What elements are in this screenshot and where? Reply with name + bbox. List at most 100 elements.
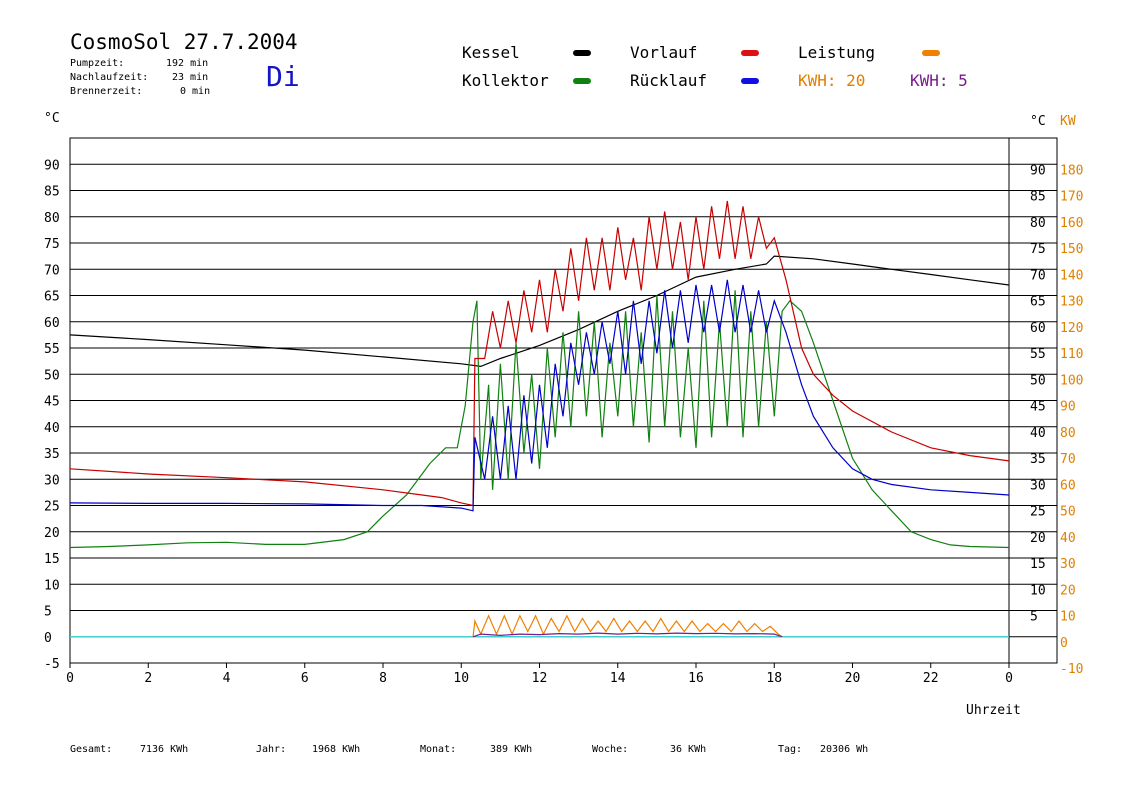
y-tick-right: 80	[1030, 216, 1046, 231]
y-tick-kw: 60	[1060, 478, 1076, 493]
series-r-cklauf	[69, 279, 1010, 512]
x-tick-label: 14	[610, 671, 626, 686]
footer-tag-value: 20306 Wh	[820, 744, 869, 755]
y-tick-left: -5	[44, 657, 60, 672]
y-tick-kw: 170	[1060, 190, 1083, 205]
y-tick-left: 5	[44, 605, 52, 620]
y-tick-kw: 50	[1060, 505, 1076, 520]
x-tick-label: 22	[923, 671, 939, 686]
nachlaufzeit-label: Nachlaufzeit:	[70, 72, 149, 83]
x-tick-label: 2	[144, 671, 152, 686]
x-tick-label: 6	[301, 671, 309, 686]
y-tick-left: 35	[44, 447, 60, 462]
legend-ruecklauf: Rücklauf	[630, 71, 708, 90]
y-unit-kw: KW	[1060, 114, 1076, 129]
y-tick-left: 15	[44, 552, 60, 567]
y-tick-kw: 90	[1060, 400, 1076, 415]
legend-kessel: Kessel	[462, 43, 520, 62]
y-tick-right: 60	[1030, 321, 1046, 336]
x-tick-label: 4	[223, 671, 231, 686]
x-tick-label: 20	[845, 671, 861, 686]
series-kwh-5	[472, 632, 783, 638]
y-tick-right: 75	[1030, 242, 1046, 257]
y-tick-left: 70	[44, 263, 60, 278]
y-tick-right: 70	[1030, 268, 1046, 283]
y-tick-left: 20	[44, 526, 60, 541]
weekday-label: Di	[266, 60, 300, 93]
footer-gesamt-label: Gesamt:	[70, 744, 113, 755]
y-tick-left: 55	[44, 342, 60, 357]
legend-ruecklauf-swatch	[741, 78, 759, 84]
y-tick-right: 10	[1030, 583, 1046, 598]
footer-woche-label: Woche:	[592, 744, 629, 755]
legend-kwh-5: KWH: 5	[910, 71, 968, 90]
series-leistung	[472, 614, 783, 638]
y-tick-kw: 180	[1060, 163, 1083, 178]
y-tick-kw: -10	[1060, 662, 1083, 677]
y-tick-kw: 80	[1060, 426, 1076, 441]
y-tick-left: 50	[44, 368, 60, 383]
y-tick-kw: 20	[1060, 583, 1076, 598]
y-tick-kw: 160	[1060, 216, 1083, 231]
y-tick-right: 90	[1030, 163, 1046, 178]
brennerzeit-label: Brennerzeit:	[70, 86, 143, 97]
y-tick-kw: 0	[1060, 636, 1068, 651]
footer-tag-label: Tag:	[778, 744, 803, 755]
y-tick-right: 15	[1030, 557, 1046, 572]
legend-leistung-swatch	[922, 50, 940, 56]
y-tick-kw: 10	[1060, 610, 1076, 625]
y-unit-left: °C	[44, 111, 60, 126]
y-tick-kw: 30	[1060, 557, 1076, 572]
legend-vorlauf: Vorlauf	[630, 43, 698, 62]
footer-gesamt-value: 7136 KWh	[140, 744, 189, 755]
y-tick-left: 60	[44, 316, 60, 331]
legend-leistung: Leistung	[798, 43, 876, 62]
chart-title: CosmoSol 27.7.2004	[70, 30, 298, 54]
y-tick-right: 40	[1030, 426, 1046, 441]
y-tick-right: 35	[1030, 452, 1046, 467]
y-tick-kw: 70	[1060, 452, 1076, 467]
x-tick-label: 0	[66, 671, 74, 686]
y-tick-left: 10	[44, 578, 60, 593]
legend-kollektor: Kollektor	[462, 71, 549, 90]
y-tick-right: 45	[1030, 400, 1046, 415]
y-tick-kw: 40	[1060, 531, 1076, 546]
footer-jahr-value: 1968 KWh	[312, 744, 361, 755]
x-tick-label: 12	[532, 671, 548, 686]
legend-kollektor-swatch	[573, 78, 591, 84]
y-tick-left: 65	[44, 290, 60, 305]
y-unit-right: °C	[1030, 114, 1046, 129]
y-tick-left: 80	[44, 211, 60, 226]
x-axis-label: Uhrzeit	[966, 703, 1021, 718]
y-tick-kw: 100	[1060, 373, 1083, 388]
y-tick-kw: 110	[1060, 347, 1083, 362]
x-tick-label: 18	[766, 671, 782, 686]
x-tick-label: 0	[1005, 671, 1013, 686]
y-tick-left: 75	[44, 237, 60, 252]
footer-monat-value: 389 KWh	[490, 744, 533, 755]
y-tick-right: 55	[1030, 347, 1046, 362]
y-tick-right: 25	[1030, 505, 1046, 520]
x-tick-label: 16	[688, 671, 704, 686]
series-kessel	[69, 255, 1010, 368]
footer-jahr-label: Jahr:	[256, 744, 287, 755]
y-tick-right: 5	[1030, 610, 1038, 625]
y-tick-left: 90	[44, 158, 60, 173]
brennerzeit-value: 0 min	[180, 86, 211, 97]
y-tick-left: 45	[44, 395, 60, 410]
legend-vorlauf-swatch	[741, 50, 759, 56]
footer-monat-label: Monat:	[420, 744, 457, 755]
y-tick-left: 85	[44, 185, 60, 200]
y-tick-kw: 120	[1060, 321, 1083, 336]
y-tick-right: 20	[1030, 531, 1046, 546]
footer-woche-value: 36 KWh	[670, 744, 707, 755]
y-tick-kw: 150	[1060, 242, 1083, 257]
legend-kwh-20: KWH: 20	[798, 71, 866, 90]
legend-kessel-swatch	[573, 50, 591, 56]
series-kollektor	[69, 290, 1010, 549]
series-vorlauf	[69, 200, 1010, 507]
nachlaufzeit-value: 23 min	[172, 72, 209, 83]
y-tick-right: 50	[1030, 373, 1046, 388]
y-tick-right: 65	[1030, 295, 1046, 310]
